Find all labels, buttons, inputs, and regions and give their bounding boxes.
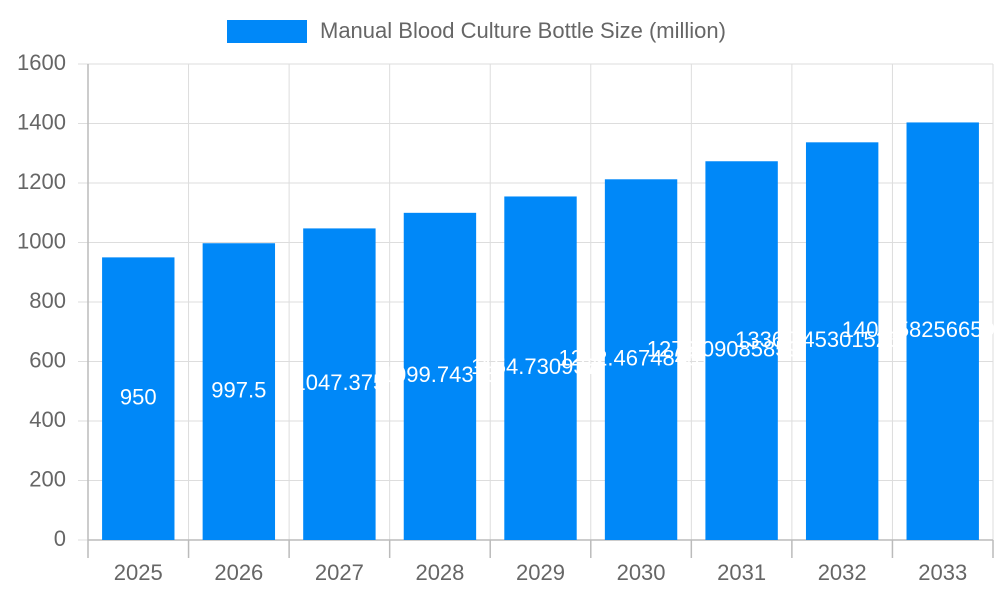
x-tick-label: 2030 [617, 560, 666, 585]
y-tick-label: 1400 [17, 109, 66, 134]
data-label: 1212.467484375 [558, 345, 723, 370]
bar [303, 228, 376, 540]
legend-label: Manual Blood Culture Bottle Size (millio… [320, 18, 726, 43]
x-tick-label: 2026 [214, 560, 263, 585]
bar [504, 196, 577, 541]
x-tick-label: 2029 [516, 560, 565, 585]
data-label: 997.5 [211, 377, 266, 402]
y-tick-label: 1200 [17, 169, 66, 194]
bar [805, 142, 879, 540]
data-label: 950 [120, 385, 157, 410]
data-label: 1273.09085859375 [647, 336, 837, 361]
bar [403, 212, 477, 540]
bar [102, 257, 175, 540]
data-label: 1403.582566599609 [842, 317, 1000, 342]
x-tick-label: 2025 [114, 560, 163, 585]
x-tick-label: 2027 [315, 560, 364, 585]
y-tick-label: 1000 [17, 228, 66, 253]
y-tick-label: 600 [29, 347, 66, 372]
y-tick-label: 200 [29, 466, 66, 491]
data-label: 1154.7309375 [471, 354, 610, 379]
x-tick-label: 2031 [717, 560, 766, 585]
bar [202, 243, 276, 540]
y-tick-label: 800 [29, 288, 66, 313]
x-tick-label: 2033 [918, 560, 967, 585]
legend-swatch [227, 20, 307, 43]
bar [906, 122, 979, 540]
y-tick-label: 0 [54, 526, 66, 551]
x-tick-label: 2028 [415, 560, 464, 585]
y-tick-label: 1600 [17, 50, 66, 75]
y-tick-label: 400 [29, 407, 66, 432]
data-label: 1099.74375 [382, 362, 498, 387]
bar [604, 179, 678, 540]
bar [705, 161, 778, 540]
data-label: 1047.375 [294, 370, 386, 395]
x-tick-label: 2032 [818, 560, 867, 585]
